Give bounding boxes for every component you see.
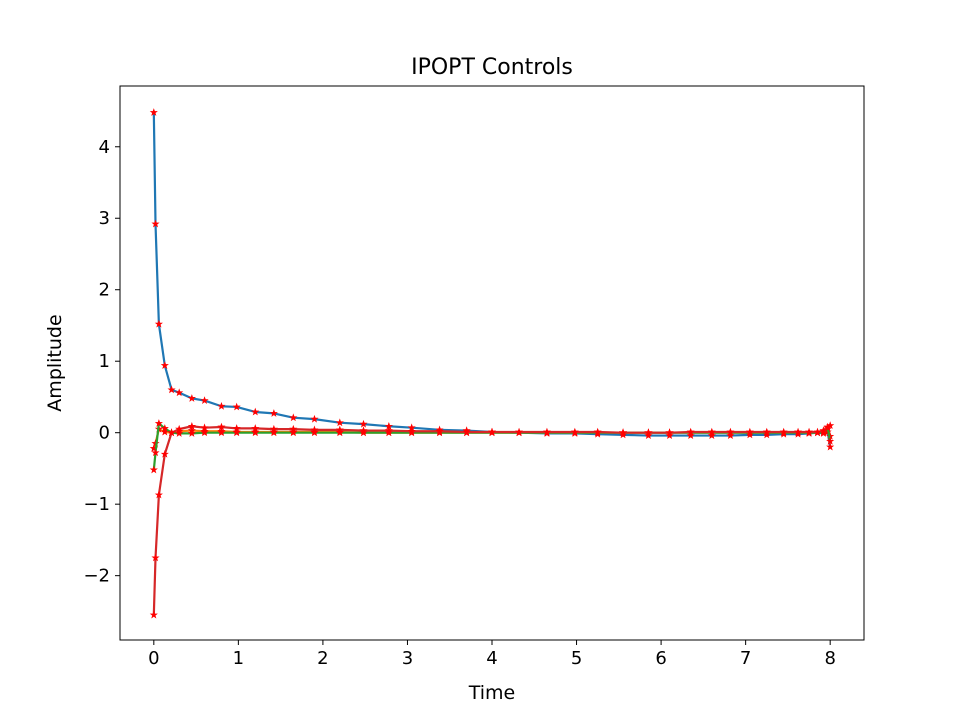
series-line: [152, 424, 831, 616]
data-point-marker: [407, 426, 416, 435]
data-point-marker: [175, 388, 184, 397]
data-point-marker: [154, 419, 163, 427]
data-point-marker: [826, 436, 835, 445]
data-point-marker: [187, 421, 196, 430]
data-point-marker: [726, 431, 735, 440]
data-point-marker: [200, 428, 209, 437]
x-tick-label: 6: [655, 648, 666, 669]
data-point-marker: [151, 553, 160, 562]
y-tick-label: 2: [99, 280, 110, 301]
data-point-marker: [160, 449, 169, 458]
y-axis-label: Amplitude: [44, 314, 66, 411]
x-tick-label: 0: [148, 648, 159, 669]
data-point-marker: [335, 425, 344, 434]
x-tick-label: 4: [486, 648, 497, 669]
data-point-marker: [187, 394, 196, 402]
data-point-marker: [359, 426, 368, 435]
data-point-marker: [779, 427, 788, 436]
data-point-marker: [593, 427, 602, 436]
y-ticks: −2 −1 0 1 2 3 4: [83, 137, 120, 587]
x-tick-label: 1: [233, 648, 244, 669]
data-point-marker: [251, 407, 260, 416]
data-point-marker: [310, 428, 319, 437]
data-point-marker: [175, 424, 184, 433]
data-point-marker: [289, 428, 298, 437]
x-ticks: 0 1 2 3 4 5 6 7 8: [148, 640, 836, 669]
data-point-marker: [217, 422, 226, 431]
data-point-marker: [187, 429, 196, 437]
data-point-marker: [232, 424, 241, 432]
y-tick-label: 1: [99, 351, 110, 372]
data-point-marker: [804, 427, 814, 436]
data-point-marker: [826, 421, 835, 430]
data-point-marker: [762, 427, 771, 436]
data-point-marker: [149, 108, 158, 116]
series-layer: [149, 108, 835, 619]
data-point-marker: [151, 219, 160, 228]
data-point-marker: [251, 424, 260, 432]
x-axis-label: Time: [468, 682, 516, 704]
y-tick-label: 0: [99, 423, 110, 444]
data-point-marker: [149, 465, 158, 474]
data-point-marker: [269, 424, 278, 433]
data-point-marker: [310, 414, 319, 423]
data-point-marker: [200, 396, 209, 404]
data-point-marker: [160, 361, 169, 369]
data-point-marker: [644, 431, 653, 440]
data-point-marker: [487, 427, 497, 436]
data-point-marker: [200, 423, 209, 432]
data-point-marker: [644, 428, 653, 437]
data-point-marker: [542, 427, 552, 436]
chart-title: IPOPT Controls: [411, 55, 573, 80]
data-point-marker: [826, 442, 835, 451]
data-point-marker: [813, 427, 822, 436]
data-point-marker: [462, 427, 471, 436]
x-tick-label: 3: [402, 648, 413, 669]
data-point-marker: [570, 427, 579, 436]
data-point-marker: [289, 413, 298, 422]
data-point-marker: [149, 610, 158, 619]
data-point-marker: [232, 402, 241, 411]
data-point-marker: [154, 490, 163, 499]
x-tick-label: 2: [317, 648, 328, 669]
data-point-marker: [269, 428, 278, 437]
data-point-marker: [435, 426, 444, 435]
data-point-marker: [217, 428, 226, 437]
data-point-marker: [335, 418, 344, 427]
data-point-marker: [335, 428, 344, 437]
data-point-marker: [289, 424, 298, 433]
data-point-marker: [384, 426, 393, 435]
data-point-marker: [686, 431, 695, 440]
y-tick-label: 3: [99, 208, 110, 229]
data-point-marker: [154, 319, 163, 328]
data-point-marker: [686, 427, 695, 436]
data-point-marker: [217, 401, 226, 410]
data-point-marker: [310, 425, 319, 434]
data-point-marker: [514, 427, 524, 436]
data-point-marker: [707, 427, 716, 436]
data-point-marker: [665, 431, 674, 440]
series-4: [149, 421, 835, 619]
plot-area: [120, 86, 864, 640]
x-tick-label: 7: [740, 648, 751, 669]
y-tick-label: 4: [99, 137, 110, 158]
data-point-marker: [160, 424, 169, 432]
data-point-marker: [167, 428, 176, 437]
x-tick-label: 8: [824, 648, 835, 669]
y-tick-label: −1: [83, 494, 110, 515]
data-point-marker: [151, 448, 160, 457]
y-tick-label: −2: [83, 566, 110, 587]
x-tick-label: 5: [571, 648, 582, 669]
data-point-marker: [665, 428, 674, 437]
data-point-marker: [269, 409, 278, 417]
data-point-marker: [167, 385, 176, 394]
data-point-marker: [707, 431, 716, 440]
data-point-marker: [726, 427, 735, 436]
data-point-marker: [793, 427, 803, 436]
data-point-marker: [359, 419, 368, 428]
data-point-marker: [745, 427, 754, 436]
data-point-marker: [618, 428, 628, 437]
